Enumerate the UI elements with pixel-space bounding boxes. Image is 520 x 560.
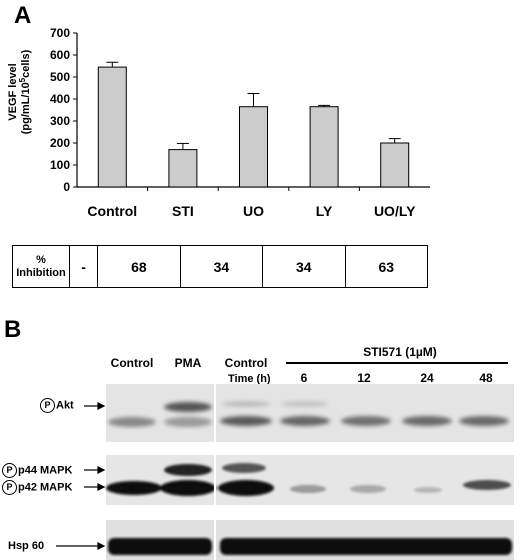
time-label: Time (h) <box>228 373 271 385</box>
time-6: 6 <box>300 371 308 385</box>
phospho-icon: P <box>2 480 17 495</box>
x-tick-label: UO <box>243 203 264 219</box>
panel-a-letter: A <box>14 2 32 29</box>
x-tick-labels: Control STI UO LY UO/LY <box>87 203 416 219</box>
panel-b-letter: B <box>4 316 22 343</box>
y-axis-title-line1: VEGF level <box>7 63 19 120</box>
y-tick-label: 600 <box>50 48 70 62</box>
y-tick-label: 300 <box>50 114 70 128</box>
time-48: 48 <box>479 371 493 385</box>
x-tick-label: UO/LY <box>374 203 416 219</box>
lane-label-akt: P Akt <box>40 398 74 413</box>
bar-control <box>97 66 127 188</box>
bar-uo-ly <box>380 142 410 188</box>
y-tick-label: 400 <box>50 92 70 106</box>
y-tick-label: 700 <box>50 26 70 40</box>
column-label-control-2: Control <box>224 356 268 370</box>
y-tick-label: 500 <box>50 70 70 84</box>
inhibition-sti: 68 <box>97 245 181 288</box>
phospho-icon: P <box>40 398 55 413</box>
y-axis-title-line2: (pg/mL/105cells) <box>18 49 32 134</box>
treatment-bracket-line <box>286 362 508 364</box>
time-24: 24 <box>420 371 434 385</box>
inhibition-ly: 34 <box>262 245 346 288</box>
y-tick-label: 200 <box>50 136 70 150</box>
bar-ly <box>309 106 339 188</box>
inhibition-uo-ly: 63 <box>344 245 429 288</box>
x-tick-label: LY <box>316 203 333 219</box>
inhibition-label: % Inhibition <box>12 245 70 288</box>
x-tick-label: Control <box>87 203 137 219</box>
y-tick-label: 0 <box>63 180 70 194</box>
column-label-control: Control <box>110 356 154 370</box>
blot-strip-hsp60 <box>106 520 514 560</box>
lane-label-hsp60: Hsp 60 <box>8 540 45 552</box>
time-12: 12 <box>357 371 371 385</box>
x-tick-label: STI <box>172 203 194 219</box>
vegf-bar-chart: VEGF level (pg/mL/105cells) 0 100 200 300 40… <box>7 26 430 219</box>
inhibition-control: - <box>68 245 99 288</box>
column-label-pma: PMA <box>174 356 202 370</box>
bar-sti <box>168 149 198 188</box>
blot-strip-akt <box>106 384 514 442</box>
chart-bars <box>97 61 410 188</box>
blot-strip-mapk <box>106 455 514 505</box>
inhibition-table: % Inhibition - 68 34 34 63 <box>12 245 429 288</box>
treatment-label: STI571 (1µM) <box>363 345 437 359</box>
inhibition-uo: 34 <box>179 245 264 288</box>
phospho-icon: P <box>2 463 17 478</box>
lane-arrows <box>56 402 106 550</box>
y-axis-title: VEGF level (pg/mL/105cells) <box>7 49 32 134</box>
y-tick-label: 100 <box>50 158 70 172</box>
